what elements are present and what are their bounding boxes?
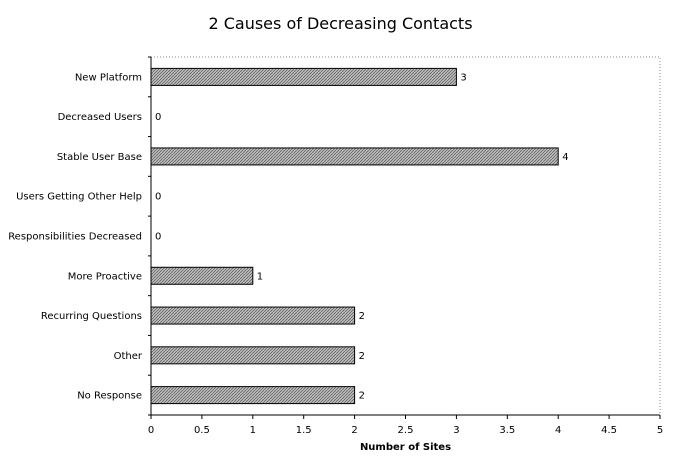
bar-value-label: 4 — [562, 152, 568, 163]
x-tick-label: 4.5 — [601, 425, 617, 436]
category-label: Recurring Questions — [41, 311, 142, 322]
x-tick-label: 2.5 — [398, 425, 414, 436]
bars-group — [150, 67, 559, 405]
bar — [150, 147, 559, 166]
x-tick-label: 5 — [657, 425, 663, 436]
x-axis-label: Number of Sites — [360, 442, 451, 453]
bar-value-label: 1 — [257, 271, 263, 282]
category-label: Decreased Users — [58, 112, 142, 123]
x-tick-label: 4 — [555, 425, 561, 436]
bar-value-label: 3 — [460, 72, 466, 83]
axes — [148, 56, 661, 419]
category-label: No Response — [77, 391, 142, 402]
category-label: More Proactive — [68, 271, 142, 282]
category-label: Responsibilities Decreased — [8, 232, 142, 243]
chart-title: 2 Causes of Decreasing Contacts — [208, 14, 473, 33]
x-tick-label: 3.5 — [499, 425, 515, 436]
x-tick-label: 0 — [148, 425, 154, 436]
bar-value-label: 0 — [155, 192, 161, 203]
category-label: Other — [114, 351, 143, 362]
category-label: Users Getting Other Help — [16, 192, 142, 203]
x-tick-label: 0.5 — [194, 425, 210, 436]
labels-group: 0 0.5 1 1.5 2 2.5 3 3.5 4 4.5 5 New Platform 3 Decrea… — [8, 72, 663, 436]
x-tick-label: 2 — [351, 425, 357, 436]
bar-value-label: 2 — [359, 311, 365, 322]
x-tick-label: 1 — [250, 425, 256, 436]
bar — [150, 386, 356, 405]
category-label: Stable User Base — [57, 152, 142, 163]
x-tick-label: 1.5 — [296, 425, 312, 436]
bar — [150, 346, 356, 365]
bar — [150, 306, 356, 325]
category-label: New Platform — [75, 72, 142, 83]
bar-value-label: 2 — [359, 351, 365, 362]
bar-value-label: 0 — [155, 112, 161, 123]
bar-value-label: 2 — [359, 391, 365, 402]
bar — [150, 67, 457, 86]
bar — [150, 266, 254, 285]
bar-value-label: 0 — [155, 232, 161, 243]
x-tick-label: 3 — [453, 425, 459, 436]
